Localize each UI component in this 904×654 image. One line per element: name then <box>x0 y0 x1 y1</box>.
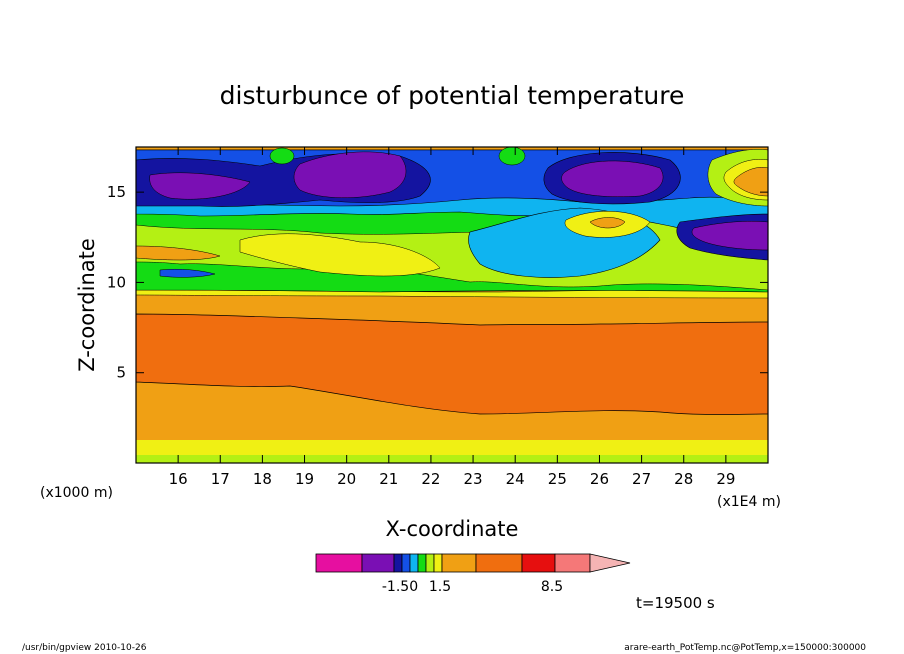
yellow-patch-center <box>239 233 441 277</box>
x-axis-label: X-coordinate <box>386 517 519 541</box>
green-blob-1 <box>269 147 295 165</box>
colorbar-label-1-5: 1.5 <box>429 579 451 595</box>
colorbar-label-8-5: 8.5 <box>541 579 563 595</box>
orange-patch-top-right <box>733 167 768 197</box>
purple-patch-3 <box>561 160 664 197</box>
colorbar-swatch-9 <box>475 553 523 573</box>
x-tick-label-22: 22 <box>421 470 440 488</box>
colorbar-swatch-2 <box>393 553 403 573</box>
x-tick-label-19: 19 <box>295 470 314 488</box>
orange-patch-right <box>589 217 626 229</box>
x-tick-label-24: 24 <box>506 470 525 488</box>
x-tick-label-17: 17 <box>211 470 230 488</box>
y-tick-label-15: 15 <box>107 183 126 201</box>
x-tick-label-25: 25 <box>548 470 567 488</box>
x-tick-label-27: 27 <box>632 470 651 488</box>
band-lime-bottom <box>136 455 768 463</box>
x-tick-label-20: 20 <box>337 470 356 488</box>
colorbar-swatch-10 <box>521 553 556 573</box>
band-dark-orange <box>136 313 768 415</box>
colorbar-swatch-7 <box>433 553 443 573</box>
x-tick-label-16: 16 <box>169 470 188 488</box>
footer-right: arare-earth_PotTemp.nc@PotTemp,x=150000:… <box>624 643 866 653</box>
contour-field <box>136 147 768 463</box>
purple-patch-2 <box>293 151 407 198</box>
y-axis: 5 10 15 <box>107 183 768 382</box>
plot-frame <box>135 146 769 464</box>
colorbar-swatch-1 <box>361 553 395 573</box>
x-unit-right: (x1E4 m) <box>717 494 781 510</box>
colorbar-swatch-6 <box>425 553 435 573</box>
chart-title: disturbunce of potential temperature <box>220 81 685 110</box>
colorbar-arrow <box>589 553 631 573</box>
y-tick-label-5: 5 <box>116 364 126 382</box>
orange-patch-left <box>136 245 221 261</box>
y-axis-label: Z-coordinate <box>75 238 99 372</box>
colorbar <box>315 553 631 573</box>
y-tick-label-10: 10 <box>107 273 126 291</box>
x-tick-label-21: 21 <box>379 470 398 488</box>
band-orange-upper <box>136 296 768 304</box>
x-tick-label-28: 28 <box>674 470 693 488</box>
colorbar-swatch-3 <box>401 553 411 573</box>
time-label: t=19500 s <box>636 594 715 612</box>
colorbar-swatch-4 <box>409 553 419 573</box>
colorbar-swatch-11 <box>554 553 591 573</box>
colorbar-swatch-0 <box>315 553 363 573</box>
x-unit-left: (x1000 m) <box>40 485 113 501</box>
colorbar-swatch-8 <box>441 553 477 573</box>
purple-patch-4 <box>691 221 768 251</box>
blue-streak-left <box>159 268 216 278</box>
purple-patch-1 <box>149 172 251 200</box>
green-blob-2 <box>498 147 526 166</box>
footer-left: /usr/bin/gpview 2010-10-26 <box>22 643 147 653</box>
colorbar-swatch-5 <box>417 553 427 573</box>
colorbar-label-neg1-5: -1.50 <box>382 579 418 595</box>
x-tick-label-29: 29 <box>716 470 735 488</box>
x-tick-label-18: 18 <box>253 470 272 488</box>
x-tick-label-23: 23 <box>464 470 483 488</box>
x-axis: 16 17 18 19 20 21 22 23 24 25 26 27 28 29 <box>169 147 735 488</box>
x-tick-label-26: 26 <box>590 470 609 488</box>
